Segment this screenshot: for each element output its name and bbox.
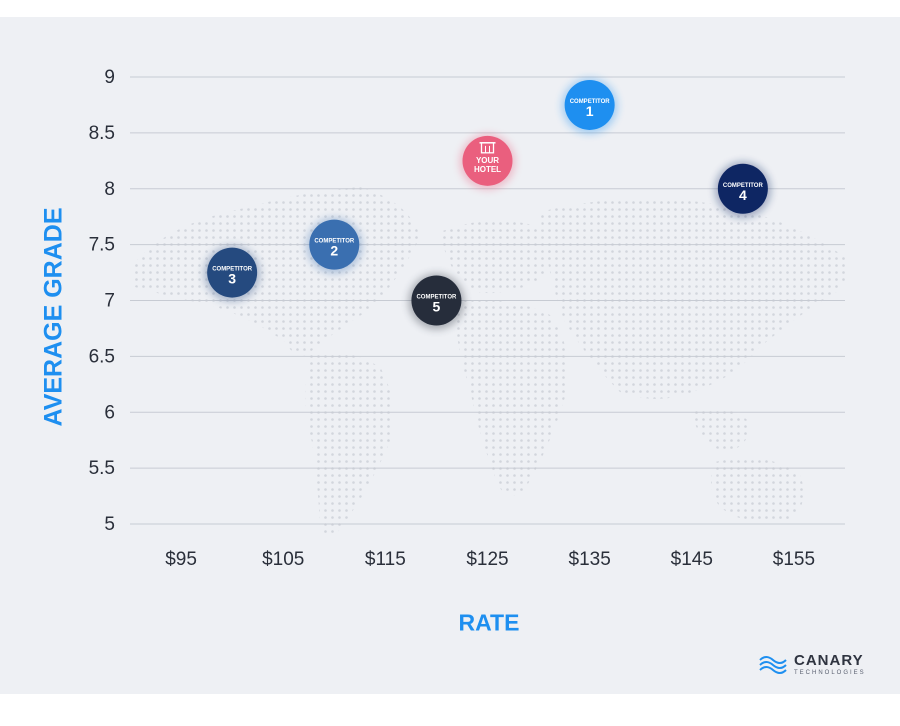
x-tick-label: $125 (466, 549, 508, 570)
y-axis-ticks: 5 5.5 6 6.5 7 7.5 8 8.5 9 (89, 67, 115, 535)
data-points: COMPETITOR1COMPETITOR2COMPETITOR3COMPETI… (204, 77, 771, 330)
x-tick-label: $115 (365, 549, 406, 570)
world-map-background (135, 187, 848, 536)
y-tick-label: 8 (104, 179, 115, 200)
chart-canvas: 5 5.5 6 6.5 7 7.5 8 8.5 9 $95 $105 $115 $125 $135 $14… (0, 17, 900, 694)
brand-subtitle: TECHNOLOGIES (794, 670, 866, 676)
point-label-line1: COMPETITOR (212, 267, 253, 273)
x-tick-label: $105 (262, 549, 304, 570)
y-tick-label: 7.5 (89, 235, 115, 256)
point-label-line1: COMPETITOR (416, 295, 457, 301)
x-axis-ticks: $95 $105 $115 $125 $135 $145 $155 (165, 549, 815, 570)
y-axis-label: AVERAGE GRADE (39, 207, 68, 427)
point-label-line2: 4 (739, 187, 747, 203)
y-tick-label: 8.5 (89, 123, 115, 144)
point-label-line1: YOUR (476, 156, 499, 165)
point-label-line2: 5 (433, 299, 441, 315)
y-tick-label: 9 (104, 67, 115, 88)
canary-wave-logo-icon (759, 655, 787, 674)
hotel-building-icon (479, 142, 496, 154)
point-label-line1: COMPETITOR (314, 239, 355, 245)
canary-logo: CANARY TECHNOLOGIES (758, 653, 866, 676)
x-tick-label: $155 (773, 549, 815, 570)
y-tick-label: 6 (104, 402, 115, 423)
grid-lines (130, 76, 845, 525)
point-marker (411, 275, 462, 326)
point-marker (717, 163, 768, 214)
x-tick-label: $135 (569, 549, 611, 570)
point-label-line2: 1 (586, 103, 594, 119)
point-label-line2: HOTEL (474, 165, 501, 174)
point-marker (309, 219, 360, 270)
y-tick-label: 5 (104, 514, 115, 535)
point-label-line2: 2 (330, 243, 338, 259)
point-marker (462, 135, 513, 186)
point-label-line1: COMPETITOR (723, 183, 764, 189)
x-tick-label: $95 (165, 549, 197, 570)
point-marker (564, 79, 615, 130)
point-label-line1: COMPETITOR (570, 99, 611, 105)
y-tick-label: 5.5 (89, 458, 115, 479)
scatter-chart: 5 5.5 6 6.5 7 7.5 8 8.5 9 $95 $105 $115 $125 $135 $14… (89, 67, 848, 570)
y-tick-label: 6.5 (89, 346, 115, 367)
y-tick-label: 7 (104, 291, 115, 312)
point-label-line2: 3 (228, 271, 236, 287)
brand-name: CANARY (794, 652, 864, 669)
point-marker (207, 247, 258, 298)
x-axis-label: RATE (458, 609, 520, 636)
x-tick-label: $145 (671, 549, 713, 570)
